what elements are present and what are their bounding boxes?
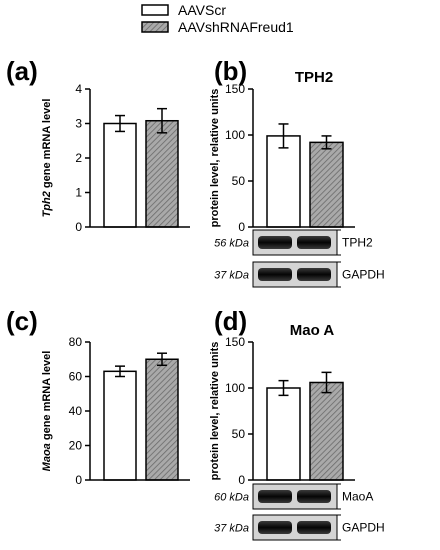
y-tick-label-b: 0 xyxy=(238,220,245,234)
y-tick-label-c: 80 xyxy=(69,335,83,349)
y-axis-label-d: protein level, relative units xyxy=(209,342,221,481)
blot-kda-label: 56 kDa xyxy=(214,238,249,250)
western-blot-b-1: 56 kDa TPH2 xyxy=(214,229,373,256)
y-tick-label-a: 0 xyxy=(75,220,82,234)
bar-b-aavscr xyxy=(266,135,301,228)
legend-label-aavscr: AAVScr xyxy=(178,2,226,18)
panel-b: (b) TPH2 0 50 100 150 protein level, relative … xyxy=(209,56,385,288)
bar-d-aavshrnafreud1 xyxy=(309,381,344,481)
y-tick-label-a: 3 xyxy=(75,117,82,131)
blot-kda-label: 37 kDa xyxy=(214,270,249,282)
blot-band xyxy=(297,521,331,534)
bar-b-aavshrnafreud1 xyxy=(309,141,344,228)
blot-protein-label: TPH2 xyxy=(342,236,373,250)
y-axis-label-b: protein level, relative units xyxy=(209,89,221,228)
blot-kda-label: 37 kDa xyxy=(214,523,249,535)
y-tick-label-c: 60 xyxy=(69,370,83,384)
blot-band xyxy=(258,268,292,281)
y-tick-label-d: 50 xyxy=(232,427,246,441)
y-tick-label-d: 100 xyxy=(225,381,245,395)
bar-c-aavscr xyxy=(103,370,137,481)
panel-label-c: (c) xyxy=(6,306,38,336)
y-axis-label-text-a: gene mRNA level xyxy=(41,99,53,192)
legend-swatch-aavshrnafreud1 xyxy=(141,21,169,33)
y-axis-label-text-b: protein level, relative units xyxy=(209,89,221,228)
western-blot-d-1: 60 kDa MaoA xyxy=(214,483,373,510)
y-axis-label-gene-c: Maoa xyxy=(41,443,53,471)
panel-a: (a) 0 1 2 3 4 Tph2 gene mRNA level xyxy=(6,56,190,234)
blot-band xyxy=(258,490,292,503)
y-axis-label-text-c: gene mRNA level xyxy=(41,351,53,444)
legend: AAVScr AAVshRNAFreud1 xyxy=(141,2,294,35)
bar-a-aavscr xyxy=(103,122,137,228)
y-tick-label-a: 1 xyxy=(75,186,82,200)
western-blot-b-2: 37 kDa GAPDH xyxy=(214,261,385,288)
y-tick-label-d: 150 xyxy=(225,335,245,349)
legend-label-aavshrnafreud1: AAVshRNAFreud1 xyxy=(178,19,294,35)
y-axis-label-text-d: protein level, relative units xyxy=(209,342,221,481)
y-tick-label-c: 40 xyxy=(69,404,83,418)
bar-d-aavscr xyxy=(266,387,301,481)
y-axis-label-gene-a: Tph2 xyxy=(41,191,53,217)
bar-c-aavshrnafreud1 xyxy=(145,358,179,481)
western-blot-d-2: 37 kDa GAPDH xyxy=(214,514,385,541)
blot-protein-label: MaoA xyxy=(342,490,373,504)
blot-protein-label: GAPDH xyxy=(342,521,385,535)
y-axis-label-c: Maoa gene mRNA level xyxy=(41,351,53,472)
blot-band xyxy=(297,236,331,249)
blot-kda-label: 60 kDa xyxy=(214,492,249,504)
panel-c: (c) 0 20 40 60 80 Maoa gene mRNA level xyxy=(6,306,190,487)
y-tick-label-a: 2 xyxy=(75,151,82,165)
panel-label-a: (a) xyxy=(6,56,38,86)
y-tick-label-c: 20 xyxy=(69,439,83,453)
chart-title-d: Mao A xyxy=(290,322,335,339)
bar-a-aavshrnafreud1 xyxy=(145,119,179,228)
y-tick-label-b: 150 xyxy=(225,82,245,96)
panel-label-d: (d) xyxy=(214,306,247,336)
blot-protein-label: GAPDH xyxy=(342,268,385,282)
panel-label-b: (b) xyxy=(214,56,247,86)
y-tick-label-a: 4 xyxy=(75,82,82,96)
legend-swatch-aavscr xyxy=(141,4,169,16)
y-tick-label-c: 0 xyxy=(75,473,82,487)
y-tick-label-b: 50 xyxy=(232,174,246,188)
blot-band xyxy=(297,490,331,503)
chart-title-b: TPH2 xyxy=(295,69,333,86)
y-tick-label-d: 0 xyxy=(238,473,245,487)
blot-band xyxy=(258,236,292,249)
panel-d: (d) Mao A 0 50 100 150 protein level, relative… xyxy=(209,306,385,541)
blot-band xyxy=(258,521,292,534)
y-tick-label-b: 100 xyxy=(225,128,245,142)
y-axis-label-a: Tph2 gene mRNA level xyxy=(41,99,53,218)
blot-band xyxy=(297,268,331,281)
